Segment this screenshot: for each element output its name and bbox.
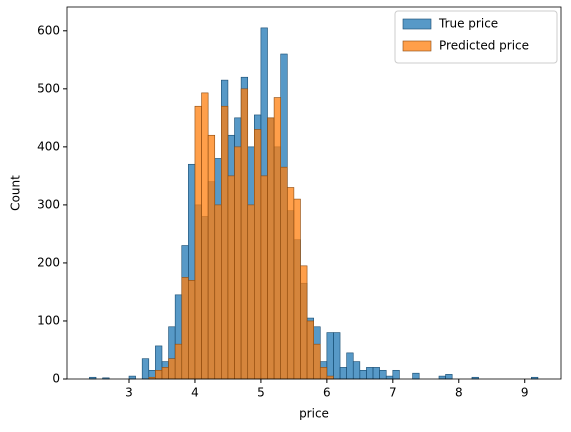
bar xyxy=(333,332,341,380)
x-tick-label: 6 xyxy=(323,386,331,400)
legend-swatch xyxy=(402,40,432,52)
bar xyxy=(174,343,183,380)
bar xyxy=(267,117,275,380)
bar xyxy=(221,105,229,380)
bar xyxy=(141,358,150,380)
bar xyxy=(260,175,268,380)
x-axis-label: price xyxy=(299,407,329,421)
bar xyxy=(254,129,262,380)
x-tick-label: 8 xyxy=(455,386,463,400)
legend-label: Predicted price xyxy=(439,39,529,53)
x-tick-label: 4 xyxy=(191,386,199,400)
y-tick-label: 500 xyxy=(37,81,60,95)
bar xyxy=(234,146,242,380)
bar xyxy=(201,92,209,380)
bar xyxy=(293,198,301,380)
bar xyxy=(352,361,361,380)
bar xyxy=(300,265,308,380)
y-tick-label: 300 xyxy=(37,197,60,211)
bar xyxy=(214,204,222,380)
bar xyxy=(438,375,446,380)
y-tick-label: 600 xyxy=(37,23,60,37)
bar xyxy=(319,367,328,380)
bar xyxy=(326,332,334,380)
bar xyxy=(247,204,255,380)
x-tick-label: 7 xyxy=(389,386,397,400)
plot-frame xyxy=(66,6,562,380)
bar xyxy=(286,187,295,380)
bar xyxy=(359,369,367,380)
bar xyxy=(385,375,394,380)
bar xyxy=(366,367,374,380)
bar xyxy=(240,88,249,380)
bar xyxy=(181,277,189,380)
bar xyxy=(412,372,420,380)
x-tick-label: 9 xyxy=(521,386,529,400)
bar xyxy=(372,367,380,380)
bar xyxy=(346,352,354,380)
bar xyxy=(188,280,196,380)
bar xyxy=(155,369,163,380)
bar xyxy=(280,166,288,380)
bar xyxy=(339,367,347,380)
x-tick-label: 3 xyxy=(125,386,133,400)
y-tick-label: 200 xyxy=(37,255,60,269)
bar xyxy=(161,367,169,380)
x-tick-label: 5 xyxy=(257,386,265,400)
y-axis-label: Count xyxy=(9,175,23,211)
bar xyxy=(379,369,387,380)
bar xyxy=(227,175,235,380)
legend-swatch xyxy=(402,18,432,30)
y-tick-label: 400 xyxy=(37,139,60,153)
bar xyxy=(392,369,400,380)
y-tick-label: 100 xyxy=(37,313,60,327)
y-tick-label: 0 xyxy=(52,372,60,386)
bar xyxy=(313,343,321,380)
legend-label: True price xyxy=(438,17,498,31)
bar xyxy=(326,375,334,380)
bar xyxy=(445,374,453,380)
bar xyxy=(273,97,281,380)
bar xyxy=(168,358,176,380)
bar xyxy=(207,134,216,380)
bar xyxy=(306,320,314,380)
legend-box xyxy=(394,10,558,64)
bar xyxy=(194,105,202,380)
bar xyxy=(128,375,136,380)
